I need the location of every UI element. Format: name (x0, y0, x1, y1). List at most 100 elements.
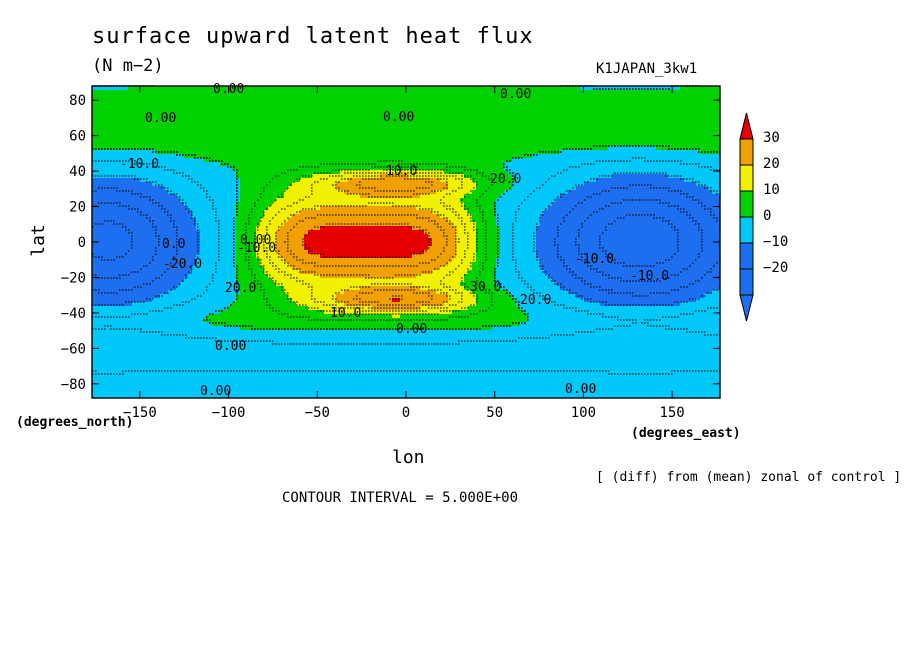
field-cell (248, 222, 253, 227)
field-cell (256, 118, 261, 123)
field-cell (272, 174, 277, 179)
field-cell (192, 202, 197, 207)
field-cell (248, 274, 253, 279)
field-cell (100, 338, 105, 343)
field-cell (184, 186, 189, 191)
field-cell (344, 262, 349, 267)
field-cell (192, 230, 197, 235)
field-cell (252, 302, 257, 307)
field-cell (120, 238, 125, 243)
field-cell (260, 170, 265, 175)
field-cell (100, 130, 105, 135)
field-cell (284, 330, 289, 335)
field-cell (156, 266, 161, 271)
field-cell (244, 366, 249, 371)
field-cell (244, 170, 249, 175)
field-cell (336, 302, 341, 307)
field-cell (100, 86, 105, 91)
field-cell (316, 90, 321, 95)
field-cell (200, 278, 205, 283)
field-cell (196, 102, 201, 107)
field-cell (320, 102, 325, 107)
field-cell (148, 222, 153, 227)
field-cell (344, 386, 349, 391)
field-cell (176, 198, 181, 203)
field-cell (296, 262, 301, 267)
field-cell (244, 166, 249, 171)
field-cell (300, 262, 305, 267)
field-cell (160, 94, 165, 99)
field-cell (160, 202, 165, 207)
field-cell (228, 202, 233, 207)
field-cell (236, 126, 241, 131)
field-cell (124, 334, 129, 339)
field-cell (240, 158, 245, 163)
field-cell (252, 386, 257, 391)
field-cell (296, 386, 301, 391)
field-cell (120, 130, 125, 135)
field-cell (264, 282, 269, 287)
field-cell (244, 226, 249, 231)
field-cell (212, 310, 217, 315)
field-cell (252, 138, 257, 143)
field-cell (244, 386, 249, 391)
field-cell (240, 350, 245, 355)
field-cell (276, 254, 281, 259)
field-cell (320, 126, 325, 131)
field-cell (300, 238, 305, 243)
field-cell (120, 366, 125, 371)
field-cell (224, 146, 229, 151)
field-cell (244, 94, 249, 99)
field-cell (156, 250, 161, 255)
field-cell (244, 374, 249, 379)
field-cell (168, 122, 173, 127)
field-cell (108, 326, 113, 331)
field-cell (264, 338, 269, 343)
field-cell (228, 390, 233, 395)
field-cell (316, 158, 321, 163)
field-cell (136, 374, 141, 379)
field-cell (336, 190, 341, 195)
field-cell (316, 282, 321, 287)
field-cell (208, 162, 213, 167)
field-cell (288, 310, 293, 315)
field-cell (312, 162, 317, 167)
field-cell (192, 382, 197, 387)
field-cell (324, 122, 329, 127)
field-cell (260, 174, 265, 179)
field-cell (252, 122, 257, 127)
field-cell (240, 234, 245, 239)
field-cell (188, 374, 193, 379)
field-cell (192, 186, 197, 191)
field-cell (332, 122, 337, 127)
field-cell (128, 142, 133, 147)
field-cell (252, 330, 257, 335)
field-cell (312, 362, 317, 367)
field-cell (92, 154, 97, 159)
field-cell (328, 370, 333, 375)
field-cell (160, 226, 165, 231)
field-cell (164, 174, 169, 179)
field-cell (180, 134, 185, 139)
field-cell (344, 370, 349, 375)
field-cell (164, 98, 169, 103)
field-cell (308, 382, 313, 387)
field-cell (296, 130, 301, 135)
field-cell (276, 218, 281, 223)
field-cell (96, 230, 101, 235)
field-cell (124, 234, 129, 239)
field-cell (328, 178, 333, 183)
field-cell (152, 142, 157, 147)
field-cell (260, 370, 265, 375)
field-cell (96, 150, 101, 155)
field-cell (120, 102, 125, 107)
field-cell (320, 166, 325, 171)
field-cell (324, 202, 329, 207)
field-cell (168, 134, 173, 139)
field-cell (256, 154, 261, 159)
field-cell (116, 270, 121, 275)
field-cell (316, 98, 321, 103)
field-cell (184, 266, 189, 271)
field-cell (188, 282, 193, 287)
field-cell (160, 346, 165, 351)
